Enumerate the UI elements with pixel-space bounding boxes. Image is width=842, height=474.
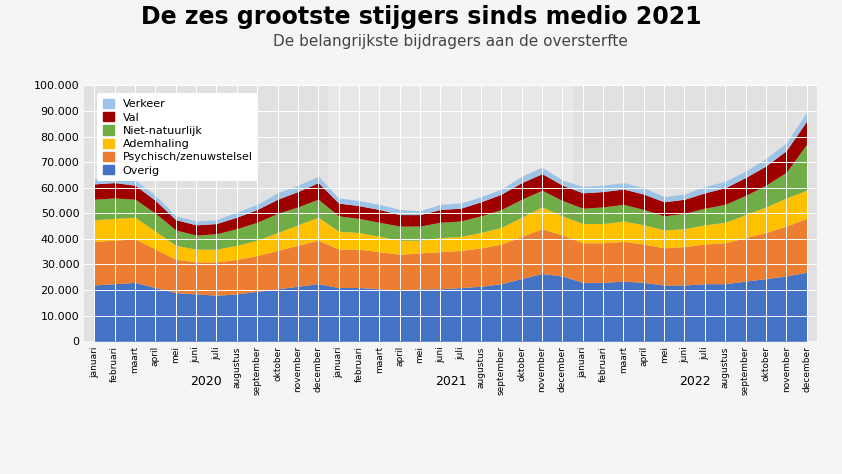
Text: 2022: 2022 bbox=[679, 374, 711, 388]
Text: 2021: 2021 bbox=[434, 374, 466, 388]
Text: De zes grootste stijgers sinds medio 2021: De zes grootste stijgers sinds medio 202… bbox=[141, 5, 701, 29]
Text: 2020: 2020 bbox=[190, 374, 222, 388]
Title: De belangrijkste bijdragers aan de oversterfte: De belangrijkste bijdragers aan de overs… bbox=[273, 35, 628, 49]
Bar bbox=[573, 85, 817, 341]
Legend: Verkeer, Val, Niet-natuurlijk, Ademhaling, Psychisch/zenuwstelsel, Overig: Verkeer, Val, Niet-natuurlijk, Ademhalin… bbox=[97, 93, 258, 181]
Bar bbox=[84, 85, 328, 341]
Bar bbox=[328, 85, 573, 341]
